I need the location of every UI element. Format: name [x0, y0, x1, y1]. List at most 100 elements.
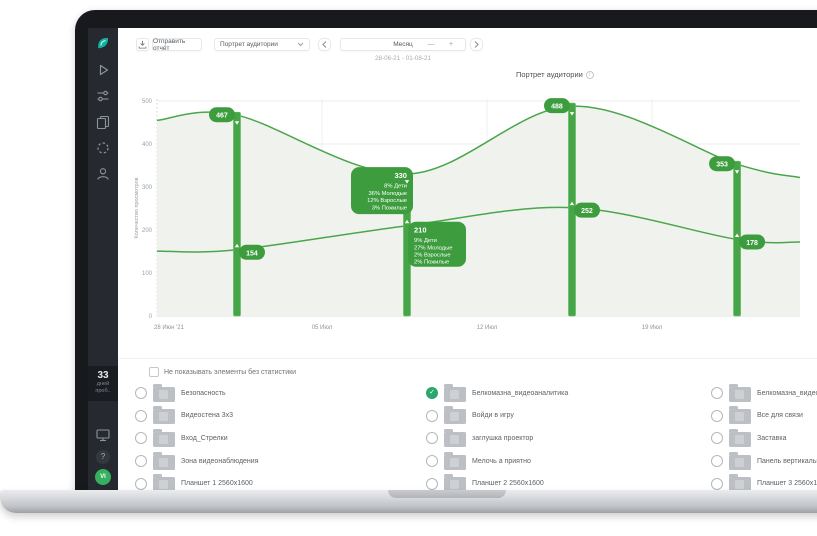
- report-type-value: Портрет аудитории: [220, 41, 278, 48]
- report-type-select[interactable]: Портрет аудитории: [214, 38, 310, 51]
- playlist-item[interactable]: Заставка: [711, 427, 817, 450]
- checkbox-icon[interactable]: [149, 367, 159, 377]
- radio-unchecked-icon[interactable]: [711, 477, 723, 490]
- playlist-label: Заставка: [757, 434, 787, 442]
- audience-chart: 0 100 200 300 400 500 28 Июн '21 05 Июл 12 Июл 19…: [134, 98, 801, 331]
- playlist-label: Безопасность: [181, 389, 226, 397]
- svg-text:353: 353: [716, 162, 728, 169]
- trial-days: 33: [97, 370, 109, 381]
- folder-icon: [444, 428, 466, 447]
- avatar[interactable]: VI: [95, 469, 111, 485]
- nav-sliders-icon[interactable]: [95, 88, 111, 104]
- radio-unchecked-icon[interactable]: [711, 432, 723, 445]
- svg-text:252: 252: [581, 208, 593, 215]
- screen: 33 дней проб.. ? VI Отправить отчёт Порт…: [88, 28, 817, 492]
- trial-badge[interactable]: 33 дней проб..: [88, 366, 118, 401]
- nav-dashboard-play-icon[interactable]: [95, 62, 111, 78]
- radio-unchecked-icon[interactable]: [711, 455, 723, 468]
- nav-user-icon[interactable]: [95, 166, 111, 182]
- svg-text:Количество просмотров: Количество просмотров: [134, 177, 140, 238]
- playlist-column: Белкомазна_видеоаналитика Войди в игру заг…: [426, 382, 568, 492]
- playlist-item[interactable]: Планшет 3 2560x1600: [711, 472, 817, 492]
- date-range: 28-06-21 - 01-08-21: [374, 55, 431, 62]
- info-icon[interactable]: i: [585, 70, 594, 79]
- playlist-label: Планшет 2 2560x1600: [472, 480, 544, 488]
- folder-icon: [153, 383, 175, 402]
- screens-monitor-icon[interactable]: [95, 427, 111, 443]
- folder-icon: [444, 451, 466, 470]
- download-report-button[interactable]: [136, 38, 149, 51]
- folder-icon: [729, 428, 751, 447]
- playlist-item[interactable]: Белкомазна_видеоаналитика: [426, 382, 568, 405]
- playlist-item[interactable]: Вход_Стрелки: [135, 427, 259, 450]
- svg-text:9% Дети: 9% Дети: [414, 238, 437, 244]
- prev-period-button[interactable]: [318, 38, 331, 51]
- playlist-item[interactable]: Войди в игру: [426, 405, 568, 428]
- radio-unchecked-icon[interactable]: [711, 409, 723, 422]
- period-control[interactable]: Месяц — +: [340, 38, 466, 51]
- svg-text:28 Июн '21: 28 Июн '21: [154, 325, 185, 331]
- playlist-label: Панель вертикальная внутр: [757, 457, 817, 465]
- svg-text:154: 154: [246, 250, 258, 257]
- folder-icon: [153, 428, 175, 447]
- app-logo-icon: [95, 35, 111, 51]
- period-value: Месяц: [393, 41, 413, 48]
- hide-no-stats-checkbox[interactable]: Не показывать элементы без статистики: [149, 367, 296, 377]
- trial-caption-2: проб..: [95, 388, 111, 395]
- radio-unchecked-icon[interactable]: [135, 477, 147, 490]
- trial-caption-1: дней: [96, 381, 110, 387]
- playlist-item[interactable]: Видеостена 3х3: [135, 405, 259, 428]
- svg-text:27% Молодые: 27% Молодые: [414, 245, 453, 251]
- svg-text:8% Дети: 8% Дети: [384, 184, 407, 190]
- folder-icon: [444, 406, 466, 425]
- playlist-item[interactable]: Планшет 1 2560x1600: [135, 472, 259, 492]
- playlist-label: Все для связи: [757, 412, 803, 420]
- svg-text:400: 400: [142, 142, 153, 148]
- app-sidebar: 33 дней проб.. ? VI: [88, 28, 118, 492]
- radio-unchecked-icon[interactable]: [135, 432, 147, 445]
- playlist-label: Белкомазна_видеоаналитика: [472, 389, 569, 397]
- folder-icon: [444, 383, 466, 402]
- svg-text:467: 467: [216, 113, 228, 120]
- svg-text:3% Пожилые: 3% Пожилые: [372, 206, 407, 212]
- help-icon[interactable]: ?: [96, 450, 110, 464]
- radio-unchecked-icon[interactable]: [135, 387, 147, 400]
- radio-unchecked-icon[interactable]: [711, 387, 723, 400]
- svg-text:19 Июл: 19 Июл: [642, 325, 663, 331]
- folder-icon: [153, 474, 175, 492]
- radio-checked-icon[interactable]: [426, 387, 438, 400]
- svg-text:488: 488: [551, 104, 563, 111]
- playlist-item[interactable]: Безопасность: [135, 382, 259, 405]
- playlist-item[interactable]: Планшет 2 2560x1600: [426, 472, 568, 492]
- chevron-right-icon: [474, 41, 479, 48]
- playlist-item[interactable]: Панель вертикальная внутр: [711, 450, 817, 473]
- playlist-label: заглушка проектор: [472, 434, 534, 442]
- playlist-item[interactable]: Белкомазна_видеоаналитика: [711, 382, 817, 405]
- next-period-button[interactable]: [470, 38, 483, 51]
- radio-unchecked-icon[interactable]: [426, 432, 438, 445]
- playlist-item[interactable]: Зона видеонаблюдения: [135, 450, 259, 473]
- radio-unchecked-icon[interactable]: [135, 455, 147, 468]
- radio-unchecked-icon[interactable]: [135, 409, 147, 422]
- svg-text:0: 0: [149, 314, 153, 320]
- svg-text:2% Взрослые: 2% Взрослые: [414, 252, 451, 258]
- main-content: Отправить отчёт Портрет аудитории Месяц …: [118, 28, 817, 492]
- radio-unchecked-icon[interactable]: [426, 477, 438, 490]
- playlist-item[interactable]: заглушка проектор: [426, 427, 568, 450]
- nav-documents-icon[interactable]: [95, 114, 111, 130]
- chart-title-row: Портрет аудитории i: [516, 70, 594, 79]
- nav-spinner-icon[interactable]: [95, 140, 111, 156]
- send-report-button[interactable]: Отправить отчёт: [152, 38, 202, 52]
- radio-unchecked-icon[interactable]: [426, 455, 438, 468]
- zoom-in-button[interactable]: +: [445, 39, 457, 51]
- zoom-out-button[interactable]: —: [425, 39, 437, 51]
- chevron-down-icon: [297, 42, 304, 47]
- playlist-label: Видеостена 3х3: [181, 412, 233, 420]
- svg-text:2% Пожилые: 2% Пожилые: [414, 260, 449, 266]
- playlist-item[interactable]: Все для связи: [711, 405, 817, 428]
- radio-unchecked-icon[interactable]: [426, 409, 438, 422]
- svg-text:36% Молодые: 36% Молодые: [368, 191, 407, 197]
- svg-text:12% Взрослые: 12% Взрослые: [367, 198, 407, 204]
- playlist-item[interactable]: Мелочь а приятно: [426, 450, 568, 473]
